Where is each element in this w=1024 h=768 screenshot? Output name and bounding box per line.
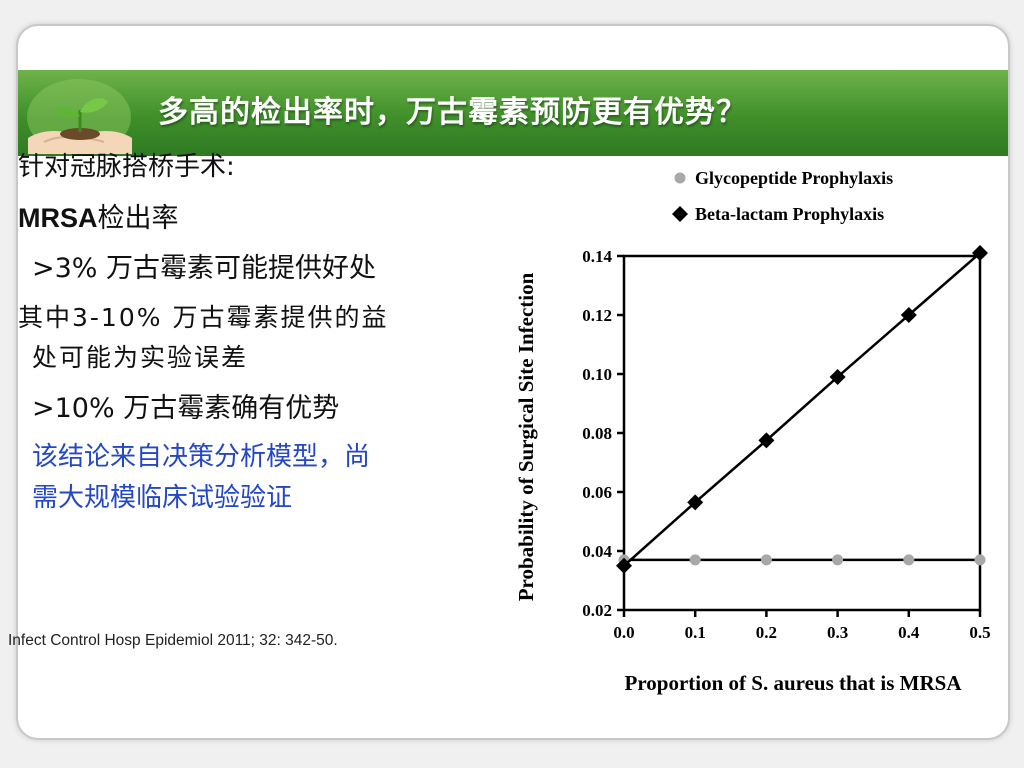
y-tick-label: 0.12 <box>582 306 612 325</box>
mrsa-label: MRSA <box>18 203 98 233</box>
point-glycopeptide <box>760 554 772 566</box>
bullet-mrsa-rate: MRSA检出率 <box>18 196 179 235</box>
detection-rate-label: 检出率 <box>97 203 179 234</box>
bullet-threshold-10: >10% 万古霉素确有优势 <box>32 393 340 424</box>
point-beta-lactam <box>829 368 846 385</box>
slide-title: 多高的检出率时，万古霉素预防更有优势？ <box>158 95 747 130</box>
bullet-threshold-3: >3% 万古霉素可能提供好处 <box>32 253 377 284</box>
title-bar: 多高的检出率时，万古霉素预防更有优势？ <box>18 70 1008 156</box>
point-beta-lactam <box>687 494 704 511</box>
bullet-surgery-type: 针对冠脉搭桥手术: <box>18 152 235 182</box>
point-beta-lactam <box>900 307 917 323</box>
citation: Infect Control Hosp Epidemiol 2011; 32: … <box>8 632 338 649</box>
x-tick-label: 0.5 <box>969 623 990 642</box>
bullet-range-3-10-line1: 其中3-10% 万古霉素提供的益 <box>18 303 389 332</box>
point-glycopeptide <box>832 554 844 566</box>
x-tick-label: 0.1 <box>685 623 706 642</box>
y-tick-label: 0.08 <box>582 424 612 443</box>
legend-label: Beta-lactam Prophylaxis <box>695 204 884 224</box>
y-tick-label: 0.10 <box>582 365 612 384</box>
bullet-range-3-10-line2: 处可能为实验误差 <box>32 343 249 372</box>
series-layer <box>616 245 988 574</box>
x-tick-label: 0.4 <box>898 623 920 642</box>
point-glycopeptide <box>689 554 701 566</box>
point-beta-lactam <box>616 557 632 574</box>
point-beta-lactam <box>758 432 775 449</box>
x-axis-label: Proportion of S. aureus that is MRSA <box>625 671 963 695</box>
x-tick-label: 0.2 <box>756 623 777 642</box>
x-axis: 0.0 0.1 0.2 0.3 0.4 0.5 <box>613 610 991 642</box>
note-decision-model-line2: 需大规模临床试验验证 <box>32 483 293 513</box>
hands-sprout-logo <box>27 79 132 154</box>
y-tick-label: 0.14 <box>582 247 612 266</box>
legend-marker-glycopeptide <box>674 172 686 184</box>
legend-label: Glycopeptide Prophylaxis <box>695 168 893 188</box>
y-tick-label: 0.02 <box>582 601 612 620</box>
point-beta-lactam <box>972 245 988 262</box>
y-axis-label: Probability of Surgical Site Infection <box>514 272 538 601</box>
point-glycopeptide <box>974 554 986 566</box>
point-glycopeptide <box>903 554 915 566</box>
chart-legend: Glycopeptide Prophylaxis Beta-lactam Prop… <box>672 168 893 224</box>
plot-frame <box>622 254 982 612</box>
y-tick-label: 0.04 <box>582 542 612 561</box>
legend-marker-beta-lactam <box>672 206 688 222</box>
slide: 多高的检出率时，万古霉素预防更有优势？ <box>16 24 1010 740</box>
x-tick-label: 0.0 <box>613 623 634 642</box>
y-tick-label: 0.06 <box>582 483 612 502</box>
note-decision-model-line1: 该结论来自决策分析模型，尚 <box>32 442 371 472</box>
y-axis: 0.02 0.04 0.06 0.08 0.10 0.12 0.14 <box>582 247 624 620</box>
x-tick-label: 0.3 <box>827 623 848 642</box>
series-line-beta-lactam <box>623 252 981 567</box>
